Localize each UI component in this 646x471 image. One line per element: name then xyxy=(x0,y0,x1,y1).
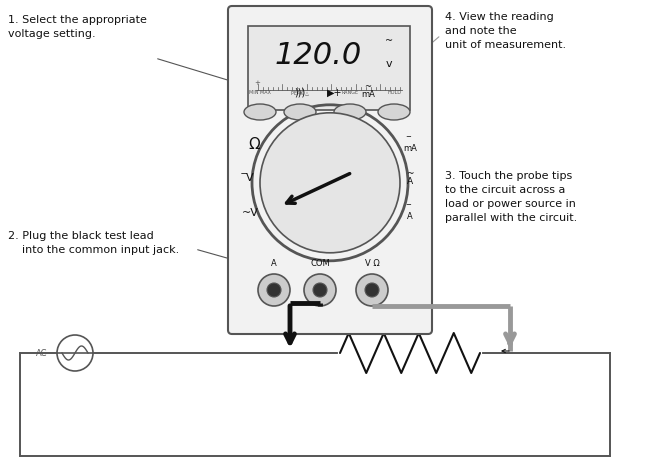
Circle shape xyxy=(365,283,379,297)
Circle shape xyxy=(267,283,281,297)
Ellipse shape xyxy=(378,104,410,120)
Text: 1. Select the appropriate
voltage setting.: 1. Select the appropriate voltage settin… xyxy=(8,15,147,39)
Ellipse shape xyxy=(334,104,366,120)
Text: v: v xyxy=(386,59,392,69)
Text: ))): ))) xyxy=(295,88,306,98)
Ellipse shape xyxy=(244,104,276,120)
Text: ̅̅
A: ̅̅ A xyxy=(407,204,413,221)
Text: RANGE: RANGE xyxy=(342,90,359,95)
Circle shape xyxy=(260,113,400,253)
Circle shape xyxy=(356,274,388,306)
Circle shape xyxy=(304,274,336,306)
Text: ̅V: ̅V xyxy=(246,173,254,183)
Text: A: A xyxy=(271,259,277,268)
Text: 3. Touch the probe tips
to the circuit across a
load or power source in
parallel: 3. Touch the probe tips to the circuit a… xyxy=(445,171,578,223)
Text: 4. View the reading
and note the
unit of measurement.: 4. View the reading and note the unit of… xyxy=(445,12,566,50)
Text: +: + xyxy=(254,81,260,86)
Ellipse shape xyxy=(284,104,316,120)
FancyBboxPatch shape xyxy=(228,6,432,334)
Text: COM: COM xyxy=(310,259,330,268)
Text: ~
mA: ~ mA xyxy=(361,82,375,99)
Text: ~
A: ~ A xyxy=(406,170,413,186)
Circle shape xyxy=(313,283,327,297)
Text: PEAK △: PEAK △ xyxy=(291,90,309,95)
Text: 120.0: 120.0 xyxy=(275,41,362,71)
Bar xyxy=(20,353,610,456)
Text: AC: AC xyxy=(36,349,47,357)
Circle shape xyxy=(258,274,290,306)
Text: 2. Plug the black test lead
    into the common input jack.: 2. Plug the black test lead into the com… xyxy=(8,231,179,255)
Text: Ω: Ω xyxy=(248,138,260,152)
Text: V Ω: V Ω xyxy=(364,259,379,268)
Text: ~: ~ xyxy=(385,36,393,46)
Text: ~V: ~V xyxy=(242,208,258,218)
Text: MIN MAX: MIN MAX xyxy=(249,90,271,95)
Text: ▶+: ▶+ xyxy=(328,88,343,98)
Text: HOLD: HOLD xyxy=(387,90,401,95)
FancyBboxPatch shape xyxy=(248,26,410,110)
Text: ̅̅
mA: ̅̅ mA xyxy=(403,136,417,153)
